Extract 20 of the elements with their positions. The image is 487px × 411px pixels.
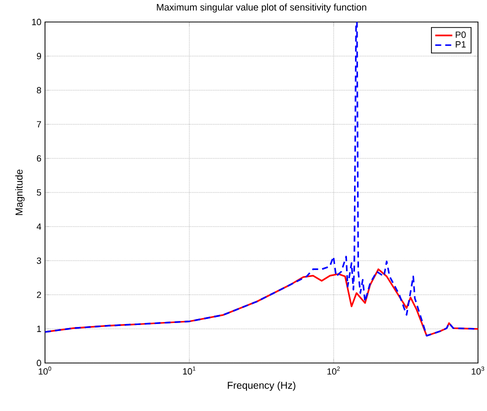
y-tick-label: 9	[36, 52, 42, 60]
x-tick-label: 10$^{1}$	[183, 366, 196, 375]
x-tick-label: 10$^{0}$	[38, 366, 52, 375]
y-tick-label: 4	[36, 223, 42, 230]
y-tick-label: 5	[36, 189, 42, 196]
y-axis-title: Magnitude	[15, 170, 25, 216]
y-tick-label: 8	[36, 87, 42, 94]
y-tick-label: 10	[32, 18, 42, 26]
y-tick-label: 1	[37, 326, 42, 332]
x-axis-title: Frequency (Hz)	[228, 381, 296, 391]
legend-label: P0	[456, 32, 466, 38]
y-tick-label: 0	[36, 360, 42, 366]
legend-label: P1	[456, 41, 466, 48]
chart-title: Maximum singular value plot of sensitivity function	[156, 4, 366, 12]
y-tick-label: 2	[36, 292, 42, 298]
x-tick-label: 10$^{3}$	[472, 366, 484, 375]
y-tick-label: 7	[36, 121, 42, 128]
x-tick-label: 10$^{2}$	[327, 366, 340, 375]
y-tick-label: 6	[36, 155, 42, 162]
y-tick-label: 3	[36, 257, 42, 264]
